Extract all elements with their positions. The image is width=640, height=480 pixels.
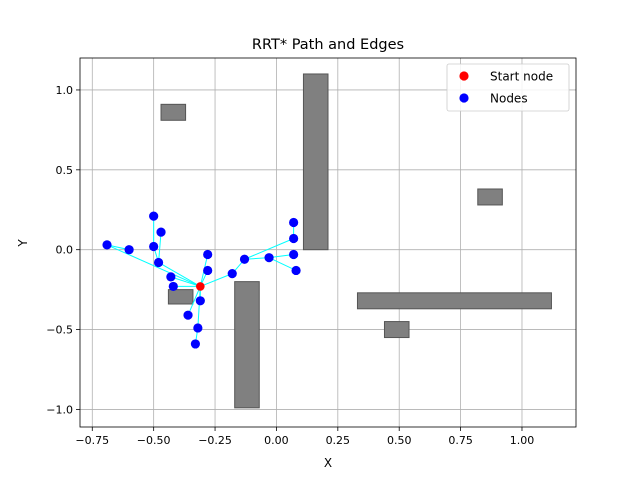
x-tick-label: 0.75 bbox=[448, 434, 473, 447]
y-tick-label: 1.0 bbox=[56, 84, 74, 97]
y-ticks: −1.0 −0.5 0.0 0.5 1.0 bbox=[46, 84, 80, 416]
y-tick-label: −1.0 bbox=[46, 403, 73, 416]
tree-node bbox=[289, 249, 299, 260]
x-axis-label: X bbox=[324, 456, 332, 470]
obstacle bbox=[167, 289, 194, 305]
tree-node bbox=[203, 265, 213, 276]
tree-edge bbox=[158, 262, 201, 287]
x-tick-label: −0.25 bbox=[198, 434, 232, 447]
y-tick-label: 0.0 bbox=[56, 244, 74, 257]
tree-edge bbox=[158, 232, 162, 263]
x-tick-label: 0.25 bbox=[326, 434, 351, 447]
tree-node bbox=[149, 211, 159, 221]
x-tick-label: 1.00 bbox=[510, 434, 535, 447]
tree-node bbox=[166, 272, 176, 282]
tree-edge bbox=[200, 273, 233, 287]
y-tick-label: −0.5 bbox=[46, 324, 73, 337]
obstacle bbox=[477, 188, 503, 206]
x-tick-label: −0.75 bbox=[75, 434, 109, 447]
legend-nodes-label: Nodes bbox=[490, 92, 528, 106]
plot-frame bbox=[79, 57, 577, 428]
tree-node bbox=[168, 281, 178, 292]
obstacle bbox=[356, 292, 552, 310]
legend-start-marker bbox=[459, 71, 469, 81]
tree-edge bbox=[106, 244, 201, 287]
tree-node bbox=[102, 240, 112, 250]
x-tick-label: −0.50 bbox=[137, 434, 171, 447]
tree-node bbox=[239, 254, 250, 264]
tree-node bbox=[289, 217, 299, 228]
tree-edge bbox=[197, 286, 201, 328]
y-tick-label: 0.5 bbox=[56, 164, 74, 177]
tree-nodes bbox=[102, 211, 301, 349]
chart-title: RRT* Path and Edges bbox=[252, 37, 404, 53]
tree-node bbox=[183, 310, 193, 320]
tree-node bbox=[124, 245, 134, 255]
legend-nodes-marker bbox=[459, 93, 469, 103]
tree-edge bbox=[170, 276, 201, 287]
obstacles bbox=[160, 73, 552, 409]
tree-node bbox=[153, 257, 164, 268]
tree-node bbox=[227, 269, 237, 279]
obstacle bbox=[302, 73, 329, 251]
legend-frame bbox=[446, 63, 570, 112]
obstacle bbox=[160, 103, 187, 121]
tree-node bbox=[291, 265, 301, 276]
tree-node bbox=[190, 339, 201, 349]
x-tick-label: 0.50 bbox=[387, 434, 412, 447]
tree-node bbox=[149, 241, 159, 252]
tree-node bbox=[156, 227, 166, 237]
tree-edges bbox=[106, 216, 297, 345]
x-tick-label: 0.00 bbox=[264, 434, 289, 447]
x-ticks: −0.75 −0.50 −0.25 0.00 0.25 0.50 0.75 1.00 bbox=[75, 427, 534, 447]
obstacle bbox=[234, 281, 260, 409]
legend-start-label: Start node bbox=[490, 70, 553, 84]
tree-edge bbox=[244, 238, 294, 260]
tree-edge bbox=[268, 257, 297, 271]
start-node bbox=[196, 282, 205, 291]
tree-node bbox=[264, 253, 274, 263]
tree-node bbox=[193, 323, 203, 333]
tree-node bbox=[203, 249, 213, 260]
tree-node bbox=[195, 296, 205, 306]
tree-node bbox=[289, 233, 299, 244]
obstacle bbox=[383, 321, 410, 339]
legend: Start node Nodes bbox=[446, 63, 570, 112]
y-axis-label: Y bbox=[16, 239, 30, 248]
tree-edge bbox=[187, 286, 201, 316]
